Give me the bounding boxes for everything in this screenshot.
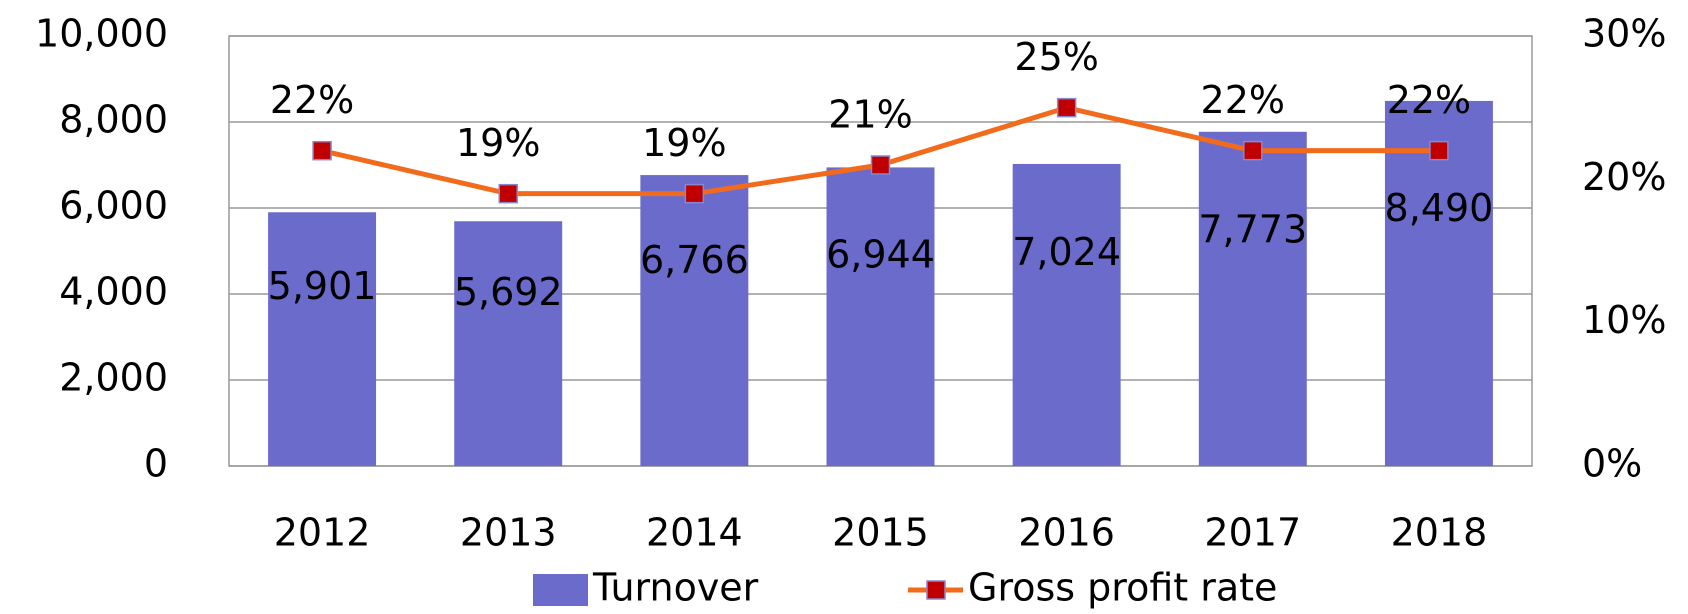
bar-value-label: 5,901 [268, 264, 377, 308]
marker [870, 155, 891, 175]
bar [640, 175, 749, 466]
y-tick-label: 6,000 [59, 184, 168, 228]
legend-label: Gross profit rate [968, 566, 1277, 610]
y-tick-label: 8,000 [59, 98, 168, 142]
legend-swatch [533, 574, 588, 606]
line-value-label: 19% [456, 121, 540, 165]
line-value-label: 21% [828, 93, 912, 137]
y-tick-label: 10,000 [35, 12, 168, 56]
bar-value-label: 6,766 [640, 238, 749, 282]
y-tick-label: 2,000 [59, 356, 168, 400]
y-tick-label: 0 [144, 442, 168, 486]
bar-value-label: 7,773 [1198, 208, 1307, 252]
marker [684, 183, 705, 204]
bar [826, 167, 935, 466]
x-tick-label: 2014 [646, 511, 743, 555]
line-value-label: 22% [1387, 78, 1471, 122]
y2-tick-label: 20% [1582, 155, 1666, 199]
legend-swatch [926, 580, 946, 600]
y2-tick-label: 30% [1582, 12, 1666, 56]
marker [1429, 140, 1449, 161]
y-tick-label: 4,000 [59, 270, 168, 314]
x-tick-label: 2018 [1391, 511, 1488, 555]
marker [1243, 140, 1263, 161]
line-value-label: 22% [1201, 78, 1285, 122]
marker [1056, 97, 1077, 118]
line-value-label: 22% [270, 78, 354, 122]
bar-value-label: 8,490 [1385, 186, 1494, 230]
bar [454, 221, 563, 466]
line-value-label: 19% [642, 121, 726, 165]
x-tick-label: 2013 [460, 511, 557, 555]
bar-value-label: 5,692 [454, 270, 563, 314]
bar [1384, 100, 1493, 467]
marker [498, 183, 518, 204]
y2-tick-label: 0% [1582, 442, 1642, 486]
x-tick-label: 2017 [1204, 511, 1301, 555]
y2-tick-label: 10% [1582, 298, 1666, 342]
x-tick-label: 2016 [1018, 511, 1115, 555]
line-value-label: 25% [1014, 35, 1098, 79]
bar-value-label: 6,944 [826, 232, 935, 276]
bar [1198, 131, 1307, 467]
bar-value-label: 7,024 [1012, 230, 1121, 274]
bar [268, 212, 377, 466]
x-tick-label: 2015 [832, 511, 929, 555]
marker [312, 140, 332, 161]
bar [1012, 163, 1121, 466]
x-tick-label: 2012 [274, 511, 371, 555]
legend-label: Turnover [592, 566, 759, 610]
